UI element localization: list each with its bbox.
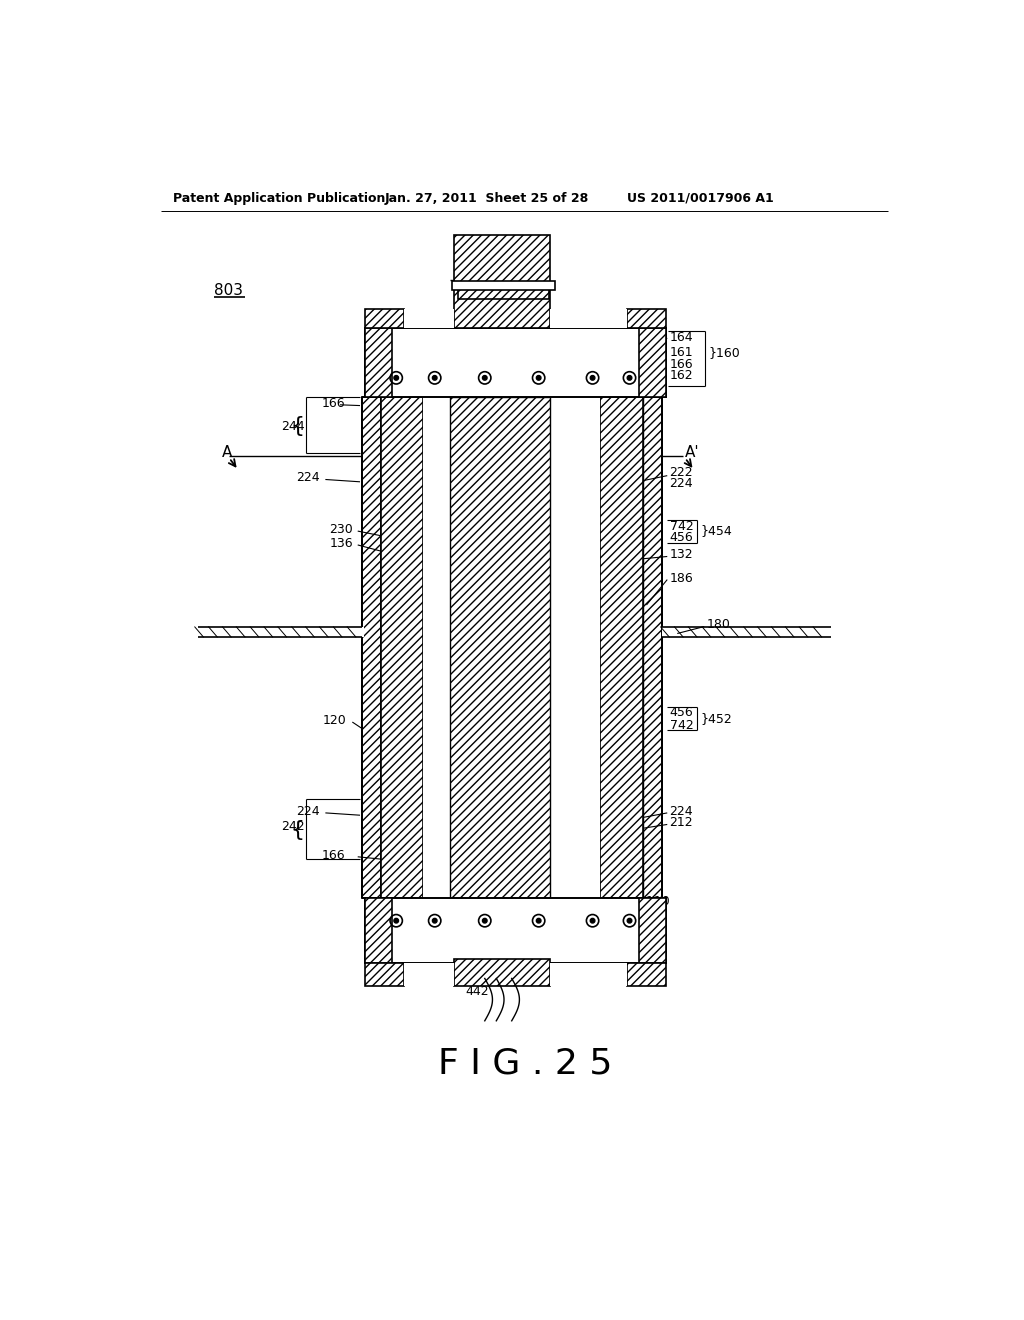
Text: Patent Application Publication: Patent Application Publication: [173, 191, 385, 205]
Text: {: {: [290, 820, 304, 840]
Text: 447: 447: [451, 281, 475, 294]
Bar: [454, 235, 550, 327]
Text: 224: 224: [296, 805, 319, 818]
Circle shape: [537, 376, 541, 380]
Bar: [550, 309, 628, 327]
Bar: [366, 327, 392, 397]
Text: F I G . 2 5: F I G . 2 5: [437, 1047, 612, 1080]
Bar: [628, 309, 666, 327]
Bar: [452, 281, 555, 290]
Text: 456: 456: [670, 706, 693, 719]
Bar: [454, 960, 550, 986]
Bar: [639, 327, 666, 397]
Text: 166: 166: [322, 849, 345, 862]
Text: 742: 742: [670, 718, 693, 731]
Text: 447: 447: [451, 968, 474, 981]
Text: 186: 186: [670, 572, 693, 585]
Circle shape: [394, 376, 398, 380]
Text: }160: }160: [708, 346, 739, 359]
Circle shape: [590, 919, 595, 923]
Text: 162: 162: [670, 370, 693, 381]
Text: 161: 161: [670, 346, 693, 359]
Bar: [451, 397, 550, 898]
Bar: [600, 397, 643, 898]
Circle shape: [432, 919, 437, 923]
Bar: [366, 327, 666, 397]
Text: 212: 212: [670, 816, 693, 829]
Bar: [423, 397, 451, 898]
Text: 161: 161: [608, 900, 632, 913]
Text: 446: 446: [481, 968, 505, 981]
Circle shape: [590, 376, 595, 380]
Text: 132: 132: [670, 548, 693, 561]
Text: 456: 456: [670, 531, 693, 544]
Text: 166: 166: [670, 358, 693, 371]
Text: 224: 224: [296, 471, 319, 484]
Bar: [550, 964, 628, 986]
Text: 244: 244: [281, 420, 304, 433]
Bar: [366, 898, 392, 964]
Text: 242: 242: [281, 820, 304, 833]
Text: 840: 840: [556, 664, 581, 677]
Text: US 2011/0017906 A1: US 2011/0017906 A1: [628, 191, 774, 205]
Bar: [550, 397, 600, 898]
Circle shape: [432, 376, 437, 380]
Text: 224: 224: [670, 805, 693, 818]
Text: 224: 224: [670, 477, 693, 490]
Text: 136: 136: [330, 537, 353, 550]
Text: A': A': [685, 445, 699, 461]
Bar: [361, 397, 381, 898]
Bar: [366, 898, 666, 964]
Bar: [628, 964, 666, 986]
Bar: [403, 309, 454, 327]
Text: 162: 162: [608, 875, 632, 888]
Text: 164: 164: [670, 330, 693, 343]
Text: A: A: [221, 445, 231, 461]
Text: 222: 222: [670, 466, 693, 479]
Circle shape: [628, 376, 632, 380]
Circle shape: [482, 376, 487, 380]
Text: }454: }454: [700, 524, 732, 537]
Text: }110: }110: [639, 894, 671, 907]
Text: 170: 170: [553, 315, 577, 329]
Circle shape: [394, 919, 398, 923]
Bar: [403, 964, 454, 986]
Bar: [366, 309, 403, 327]
Bar: [643, 397, 662, 898]
Text: 803: 803: [214, 284, 243, 298]
Circle shape: [628, 919, 632, 923]
Text: 442: 442: [465, 985, 488, 998]
Text: }452: }452: [700, 711, 732, 725]
Text: 166: 166: [322, 397, 345, 409]
Bar: [381, 397, 423, 898]
Text: 742: 742: [670, 520, 693, 533]
Bar: [199, 627, 364, 638]
Text: 164: 164: [608, 912, 632, 925]
Text: 230: 230: [330, 523, 353, 536]
Bar: [366, 964, 403, 986]
Text: 166: 166: [608, 888, 632, 902]
Circle shape: [482, 919, 487, 923]
Circle shape: [537, 919, 541, 923]
Text: {: {: [290, 416, 304, 437]
Bar: [662, 627, 831, 638]
Text: 172: 172: [521, 335, 546, 348]
Text: 180: 180: [707, 618, 730, 631]
Text: Jan. 27, 2011  Sheet 25 of 28: Jan. 27, 2011 Sheet 25 of 28: [385, 191, 589, 205]
Text: 120: 120: [323, 714, 347, 727]
Bar: [639, 898, 666, 964]
Text: 444: 444: [466, 265, 493, 280]
Text: 446: 446: [481, 281, 505, 294]
Bar: [458, 284, 549, 300]
